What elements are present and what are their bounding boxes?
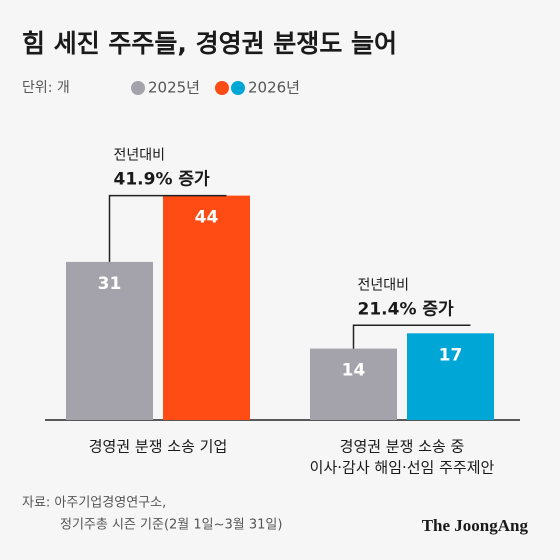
x-tick-label: 이사·감사 해임·선임 주주제안: [310, 459, 495, 477]
annotation-text: 41.9% 증가: [114, 170, 211, 190]
value-label: 14: [342, 361, 366, 381]
chart-title: 힘 세진 주주들, 경영권 분쟁도 늘어: [22, 29, 397, 58]
annotation-text: 21.4% 증가: [358, 299, 455, 319]
bar: [66, 261, 153, 420]
legend-label: 2025년: [148, 79, 200, 97]
value-label: 17: [439, 345, 463, 365]
annotation-label: 전년대비: [358, 277, 410, 293]
legend-marker: [231, 81, 245, 95]
annotation-bracket: [352, 324, 471, 349]
unit-label: 단위: 개: [22, 80, 70, 96]
bar: [407, 333, 494, 420]
legend-marker: [131, 81, 145, 95]
value-label: 44: [195, 208, 219, 228]
value-label: 31: [98, 274, 122, 294]
annotation-label: 전년대비: [114, 148, 166, 164]
x-tick-label: 경영권 분쟁 소송 기업: [89, 438, 228, 456]
source: 정기주총 시즌 기준(2월 1일~3월 31일): [60, 518, 282, 533]
bar: [310, 348, 397, 420]
legend-label: 2026년: [248, 79, 300, 97]
bar: [163, 195, 250, 420]
source: 자료: 아주기업경영연구소,: [22, 496, 166, 511]
legend-marker: [215, 81, 229, 95]
logo: The JoongAng: [422, 516, 529, 535]
x-tick-label: 경영권 분쟁 소송 중: [340, 438, 465, 456]
annotation-bracket: [108, 194, 227, 262]
